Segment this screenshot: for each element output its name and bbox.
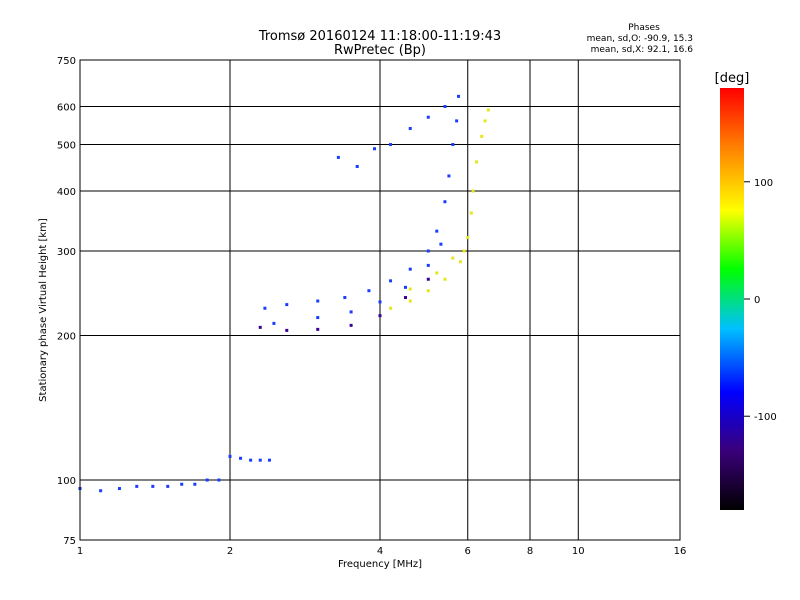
data-point — [426, 115, 430, 119]
data-point — [458, 260, 462, 264]
data-point — [378, 300, 382, 304]
data-point — [426, 263, 430, 267]
data-point — [439, 242, 443, 246]
x-tick-label: 6 — [465, 546, 471, 557]
y-axis-label: Stationary phase Virtual Height [km] — [38, 218, 49, 402]
colorbar-tick-label: 100 — [754, 178, 773, 189]
y-tick-label: 200 — [57, 332, 76, 343]
x-tick-label: 8 — [527, 546, 533, 557]
data-point — [267, 458, 271, 462]
y-tick-label: 750 — [57, 56, 76, 67]
x-tick-label: 1 — [77, 546, 83, 557]
chart-subtitle: RwPretec (Bp) — [334, 43, 426, 58]
data-point — [367, 289, 371, 293]
data-point — [475, 160, 479, 164]
data-point — [99, 489, 103, 493]
colorbar-tick-label: -100 — [754, 412, 777, 423]
data-point — [471, 189, 475, 193]
data-point — [205, 478, 209, 482]
data-point — [435, 229, 439, 233]
grid-layer — [80, 60, 680, 540]
y-tick-label: 75 — [63, 536, 76, 547]
data-point — [316, 299, 320, 303]
data-point — [447, 174, 451, 178]
stats-x-line: mean, sd,X: 92.1, 16.6 — [591, 45, 694, 55]
y-tick-labels: 75 100 200 300 400 500 600 750 — [57, 56, 76, 547]
data-point — [408, 126, 412, 130]
data-point — [451, 143, 455, 147]
data-point — [457, 94, 461, 98]
stats-title: Phases — [628, 23, 660, 33]
data-point — [193, 482, 197, 486]
data-point — [480, 134, 484, 138]
data-point — [249, 458, 253, 462]
data-point — [336, 155, 340, 159]
data-point — [466, 236, 470, 240]
data-point — [316, 327, 320, 331]
x-tick-label: 10 — [572, 546, 585, 557]
colorbar-ticks: 100 0 -100 — [744, 178, 777, 423]
x-tick-label: 2 — [227, 546, 233, 557]
data-point — [180, 482, 184, 486]
y-tick-label: 500 — [57, 141, 76, 152]
data-point — [117, 487, 121, 491]
data-point — [343, 296, 347, 300]
data-point — [349, 323, 353, 327]
stats-o-line: mean, sd,O: -90.9, 15.3 — [587, 34, 693, 44]
data-point — [389, 279, 393, 283]
colorbar-tick-label: 0 — [754, 295, 760, 306]
data-point — [462, 249, 466, 253]
colorbar — [720, 88, 744, 510]
data-point — [389, 143, 393, 147]
data-point — [239, 456, 243, 460]
data-point — [316, 316, 320, 320]
y-tick-label: 600 — [57, 103, 76, 114]
colorbar-label: [deg] — [715, 71, 750, 86]
data-point — [443, 277, 447, 281]
data-point — [443, 200, 447, 204]
data-point — [258, 458, 262, 462]
chart-title: Tromsø 20160124 11:18:00-11:19:43 — [258, 29, 501, 44]
data-point — [151, 484, 155, 488]
data-point — [483, 119, 487, 123]
data-point — [228, 454, 232, 458]
data-point — [426, 249, 430, 253]
data-point — [258, 325, 262, 329]
data-point — [455, 119, 459, 123]
data-point — [426, 277, 430, 281]
data-point — [451, 256, 455, 260]
data-point — [443, 105, 447, 109]
x-tick-labels: 1 2 4 6 8 10 16 — [77, 546, 687, 557]
y-tick-label: 400 — [57, 187, 76, 198]
data-point — [408, 287, 412, 291]
data-point — [403, 296, 407, 300]
data-point — [285, 328, 289, 332]
data-point — [408, 267, 412, 271]
data-point — [263, 306, 267, 310]
data-point — [486, 108, 490, 112]
x-axis-label: Frequency [MHz] — [338, 559, 422, 570]
data-point — [135, 484, 139, 488]
data-point — [403, 285, 407, 289]
data-point — [373, 147, 377, 151]
data-points — [78, 94, 490, 493]
x-tick-label: 16 — [674, 546, 687, 557]
data-point — [272, 321, 276, 325]
data-point — [469, 211, 473, 215]
data-point — [285, 303, 289, 307]
data-point — [355, 164, 359, 168]
x-tick-label: 4 — [377, 546, 383, 557]
data-point — [408, 299, 412, 303]
y-tick-label: 100 — [57, 476, 76, 487]
data-point — [349, 310, 353, 314]
data-point — [378, 314, 382, 318]
plot-frame — [79, 59, 681, 541]
data-point — [435, 271, 439, 275]
data-point — [426, 289, 430, 293]
data-point — [217, 478, 221, 482]
y-tick-label: 300 — [57, 247, 76, 258]
data-point — [389, 306, 393, 310]
data-point — [166, 484, 170, 488]
